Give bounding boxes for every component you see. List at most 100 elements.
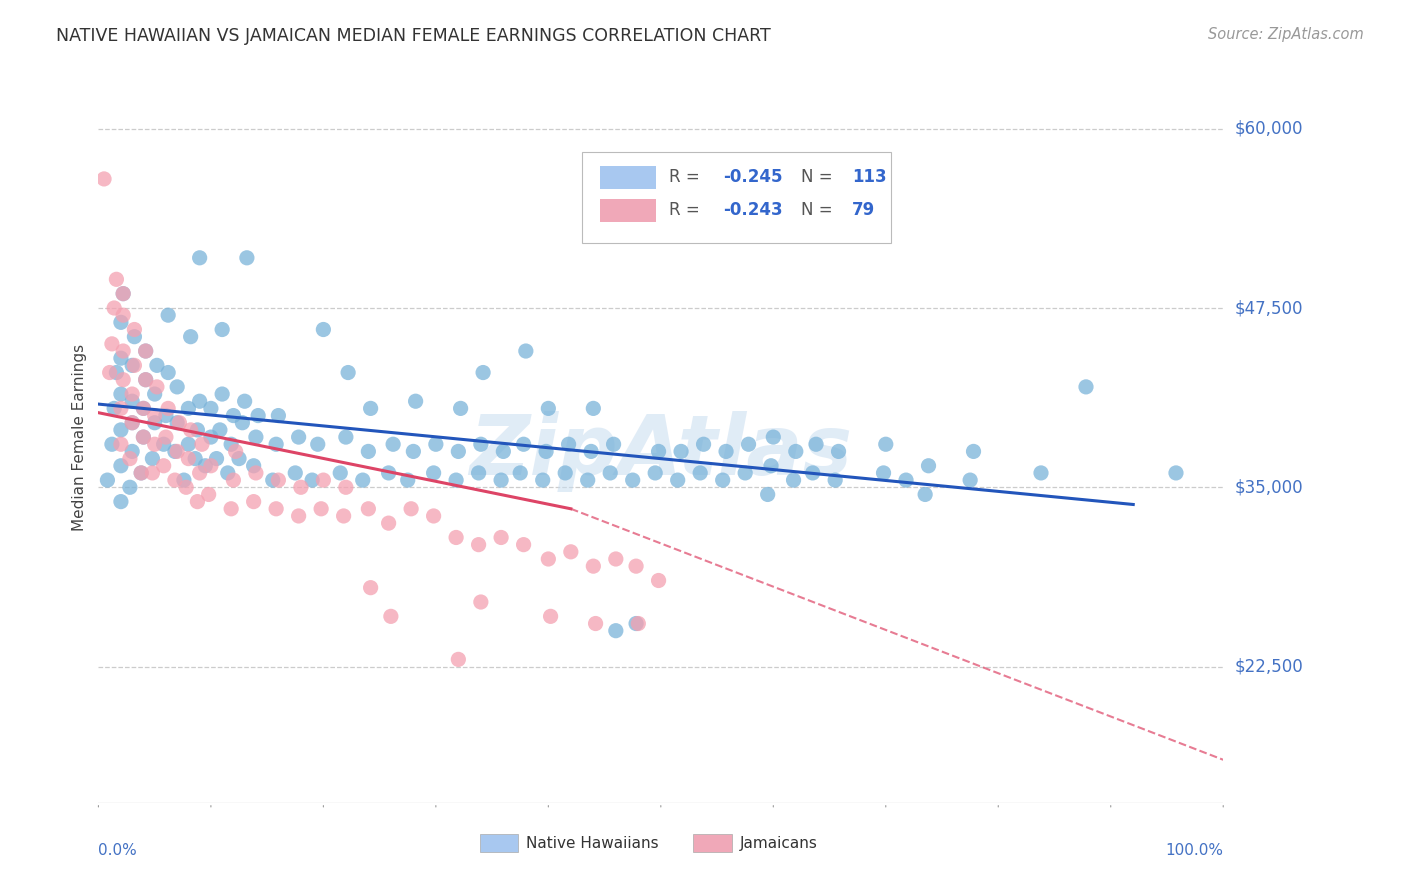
Point xyxy=(307,437,329,451)
Point xyxy=(141,451,163,466)
Point xyxy=(360,581,382,595)
Point xyxy=(188,251,211,265)
Point xyxy=(425,437,447,451)
Point xyxy=(157,401,180,416)
Point xyxy=(405,394,427,409)
Point xyxy=(264,437,287,451)
Point xyxy=(621,473,644,487)
FancyBboxPatch shape xyxy=(600,166,657,189)
Point xyxy=(444,473,467,487)
Point xyxy=(756,487,779,501)
Point xyxy=(242,458,264,473)
Point xyxy=(759,458,782,473)
Point xyxy=(129,466,152,480)
Point xyxy=(211,322,233,336)
Point xyxy=(444,531,467,545)
Point xyxy=(382,437,405,451)
Point xyxy=(262,473,284,487)
Text: R =: R = xyxy=(669,202,704,219)
Point xyxy=(110,401,132,416)
Text: Source: ZipAtlas.com: Source: ZipAtlas.com xyxy=(1208,27,1364,42)
Point xyxy=(112,286,135,301)
Point xyxy=(166,416,188,430)
Point xyxy=(103,401,125,416)
Point xyxy=(135,373,157,387)
Point xyxy=(135,344,157,359)
Point xyxy=(143,437,166,451)
Point xyxy=(422,508,444,523)
Point xyxy=(93,172,115,186)
Text: $22,500: $22,500 xyxy=(1234,657,1303,675)
Point xyxy=(1029,466,1052,480)
Point xyxy=(101,437,124,451)
Point xyxy=(267,473,290,487)
Point xyxy=(734,466,756,480)
Point xyxy=(186,494,208,508)
Point xyxy=(163,473,186,487)
Text: 0.0%: 0.0% xyxy=(98,843,138,858)
Point xyxy=(470,595,492,609)
Point xyxy=(124,322,146,336)
Point xyxy=(576,473,599,487)
Point xyxy=(208,423,231,437)
Point xyxy=(205,451,228,466)
Point xyxy=(121,394,143,409)
Point xyxy=(914,487,936,501)
Point xyxy=(112,344,135,359)
Point xyxy=(166,444,188,458)
Point xyxy=(264,501,287,516)
Point xyxy=(467,466,489,480)
Point xyxy=(360,401,382,416)
Point xyxy=(1074,380,1097,394)
Point xyxy=(166,380,188,394)
Point xyxy=(579,444,602,458)
Point xyxy=(110,387,132,401)
Point xyxy=(245,466,267,480)
Point xyxy=(118,480,141,494)
Point xyxy=(962,444,984,458)
Point xyxy=(112,286,135,301)
Point xyxy=(177,401,200,416)
Text: R =: R = xyxy=(669,169,704,186)
Point xyxy=(467,538,489,552)
Point xyxy=(191,437,214,451)
Point xyxy=(173,473,195,487)
Point xyxy=(329,466,352,480)
Point xyxy=(169,416,191,430)
Text: -0.243: -0.243 xyxy=(723,202,782,219)
Point xyxy=(222,409,245,423)
Point xyxy=(714,444,737,458)
Point xyxy=(512,437,534,451)
Point xyxy=(422,466,444,480)
Point xyxy=(110,437,132,451)
Point xyxy=(666,473,689,487)
Y-axis label: Median Female Earnings: Median Female Earnings xyxy=(72,343,87,531)
Point xyxy=(155,409,177,423)
Text: N =: N = xyxy=(801,202,838,219)
Point xyxy=(124,329,146,343)
Point xyxy=(357,501,380,516)
Point xyxy=(110,315,132,329)
Point xyxy=(101,336,124,351)
Point xyxy=(233,394,256,409)
Point xyxy=(219,437,242,451)
Point xyxy=(177,437,200,451)
Point xyxy=(225,444,247,458)
Point xyxy=(155,430,177,444)
Point xyxy=(96,473,118,487)
Point xyxy=(121,387,143,401)
Point xyxy=(152,458,174,473)
Point xyxy=(399,501,422,516)
Point xyxy=(287,508,309,523)
Point xyxy=(157,366,180,380)
Point xyxy=(599,466,621,480)
Point xyxy=(515,344,537,359)
Point xyxy=(509,466,531,480)
Point xyxy=(121,359,143,373)
Point xyxy=(301,473,323,487)
Point xyxy=(143,387,166,401)
Point xyxy=(627,616,650,631)
Text: NATIVE HAWAIIAN VS JAMAICAN MEDIAN FEMALE EARNINGS CORRELATION CHART: NATIVE HAWAIIAN VS JAMAICAN MEDIAN FEMAL… xyxy=(56,27,770,45)
Point xyxy=(472,366,495,380)
Point xyxy=(402,444,425,458)
